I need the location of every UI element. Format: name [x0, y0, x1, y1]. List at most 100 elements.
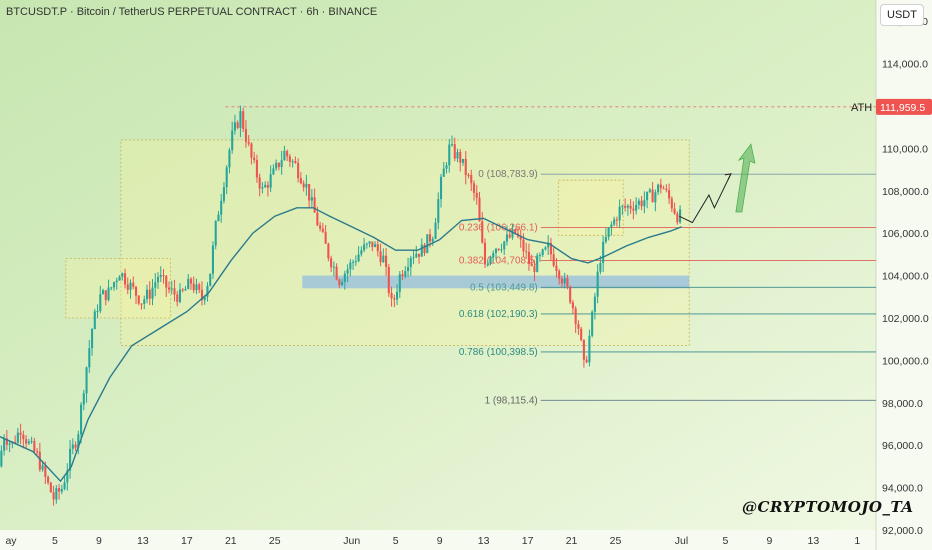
candle: [198, 282, 201, 294]
candle-body: [63, 482, 66, 489]
candle-body: [360, 250, 363, 255]
candle-body: [148, 289, 151, 299]
candle-body: [379, 251, 382, 263]
candle-body: [316, 212, 319, 226]
candle: [360, 246, 363, 257]
candle: [533, 260, 536, 282]
candle-body: [33, 441, 36, 452]
candle-body: [30, 441, 33, 443]
candle: [239, 105, 242, 138]
candle-body: [648, 189, 651, 192]
candle-body: [500, 249, 503, 251]
candle: [195, 278, 198, 294]
candle: [662, 185, 665, 190]
candle: [635, 197, 638, 215]
candle-body: [577, 324, 580, 329]
candle-body: [258, 177, 261, 189]
candle: [327, 242, 330, 262]
candle: [332, 261, 335, 277]
x-tick-label: Jun: [343, 535, 360, 547]
candle-body: [420, 244, 423, 257]
candle: [497, 248, 500, 252]
candle-body: [167, 287, 171, 290]
candle: [250, 142, 253, 165]
candle-body: [538, 255, 541, 257]
candle: [99, 285, 102, 314]
candle-body: [96, 311, 99, 313]
candle-body: [294, 161, 297, 163]
candle-body: [222, 187, 225, 201]
currency-button[interactable]: USDT: [880, 4, 924, 26]
candle: [651, 182, 654, 203]
candle: [341, 278, 344, 287]
candle-body: [563, 278, 566, 284]
candle-body: [269, 174, 272, 188]
candle: [604, 228, 607, 244]
candle-body: [547, 242, 550, 248]
candle: [404, 266, 407, 279]
candle-body: [69, 448, 72, 471]
candle-body: [415, 253, 418, 258]
candle-body: [280, 160, 283, 168]
candle: [643, 191, 646, 214]
x-tick-label: ay: [5, 535, 17, 547]
candle-body: [233, 122, 236, 131]
candle: [71, 438, 74, 455]
candle-body: [643, 200, 646, 207]
candle-body: [657, 184, 660, 193]
candle-body: [665, 188, 668, 191]
candle: [549, 237, 552, 261]
candle-body: [343, 273, 346, 282]
x-tick-label: 25: [269, 535, 281, 547]
candle-body: [275, 162, 278, 169]
candle: [591, 310, 594, 338]
candle-body: [593, 296, 596, 312]
candle: [596, 264, 599, 304]
candle-body: [115, 280, 118, 283]
candles-group: [0, 105, 682, 506]
candle: [668, 183, 671, 204]
candle-body: [673, 208, 676, 214]
candle-body: [483, 242, 487, 265]
candle: [363, 237, 366, 253]
candle-body: [505, 234, 509, 242]
candle: [244, 120, 247, 148]
candle-body: [393, 298, 396, 300]
candle-body: [41, 465, 44, 470]
candle: [261, 182, 264, 194]
candle-body: [319, 225, 322, 229]
candle-body: [541, 249, 544, 256]
candle-body: [401, 274, 404, 277]
candle: [88, 339, 91, 373]
candle-body: [602, 241, 605, 263]
candle-body: [624, 205, 627, 208]
candle-body: [189, 278, 193, 284]
candle: [486, 260, 489, 267]
candle-body: [324, 231, 327, 244]
candle: [330, 255, 333, 273]
candle-body: [503, 241, 506, 250]
candle-body: [184, 288, 187, 291]
candle-body: [354, 261, 357, 263]
candle: [577, 320, 580, 336]
candle-body: [220, 200, 223, 215]
candle-body: [371, 241, 374, 248]
x-tick-label: 17: [522, 535, 534, 547]
candle: [170, 280, 173, 295]
candle: [547, 235, 550, 256]
projection-arrowhead: [724, 173, 732, 181]
candle: [417, 253, 421, 264]
candle-body: [88, 348, 91, 368]
candle-body: [143, 299, 146, 304]
candle: [544, 246, 547, 251]
candle-body: [390, 293, 393, 299]
candle: [599, 255, 602, 275]
candle: [253, 151, 256, 164]
candle: [231, 121, 234, 154]
candle: [390, 286, 393, 307]
price-scale-background: [876, 0, 932, 550]
candle-body: [508, 234, 511, 238]
candle: [536, 252, 539, 273]
candle: [566, 274, 569, 290]
